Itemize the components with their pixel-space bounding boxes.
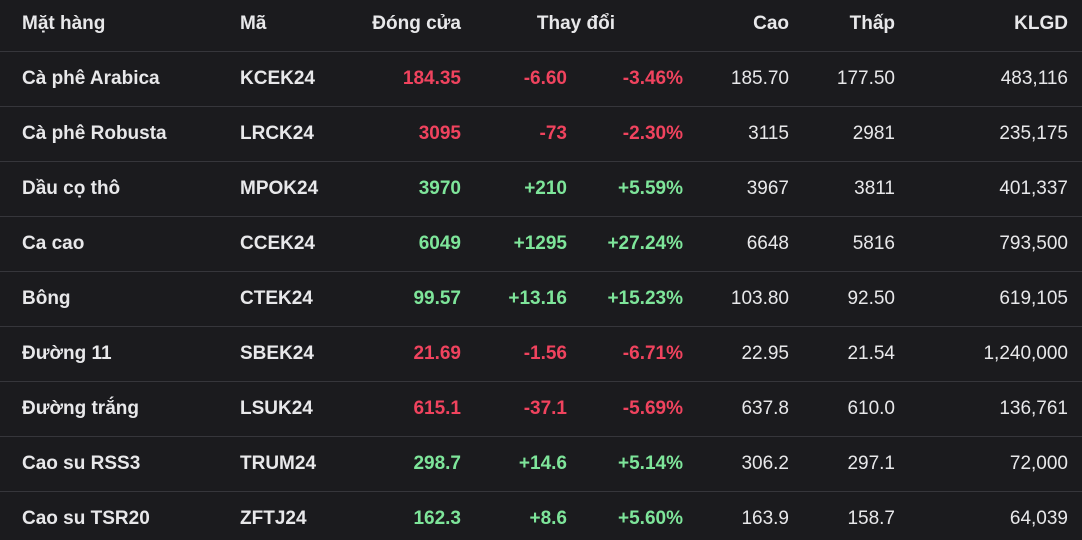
name-cell: Cà phê Robusta	[22, 123, 167, 144]
low-cell: 158.7	[847, 508, 895, 529]
low-cell: 3811	[854, 178, 895, 199]
name-cell: Đường 11	[22, 343, 112, 364]
change-pct-cell: -2.30%	[622, 123, 683, 144]
high-cell: 3115	[748, 123, 789, 144]
high-cell: 185.70	[730, 68, 789, 89]
change-cell: +1295	[513, 233, 567, 254]
column-header: Thấp	[849, 13, 895, 34]
column-header: Mặt hàng	[22, 13, 106, 34]
volume-cell: 235,175	[999, 123, 1068, 144]
name-cell: Ca cao	[22, 233, 85, 254]
high-cell: 3967	[746, 178, 789, 199]
volume-cell: 619,105	[999, 288, 1068, 309]
name-cell: Cà phê Arabica	[22, 68, 160, 89]
low-cell: 5816	[852, 233, 895, 254]
row-separator	[0, 216, 1082, 217]
change-pct-cell: -5.69%	[622, 398, 683, 419]
code-cell: MPOK24	[240, 178, 319, 199]
high-cell: 6648	[746, 233, 789, 254]
row-separator	[0, 271, 1082, 272]
change-pct-cell: -6.71%	[622, 343, 683, 364]
name-cell: Bông	[22, 288, 71, 309]
volume-cell: 1,240,000	[983, 343, 1068, 364]
low-cell: 297.1	[847, 453, 895, 474]
close-cell: 6049	[418, 233, 461, 254]
high-cell: 22.95	[741, 343, 789, 364]
close-cell: 184.35	[402, 68, 461, 89]
row-separator	[0, 436, 1082, 437]
change-cell: +210	[524, 178, 567, 199]
name-cell: Cao su TSR20	[22, 508, 150, 529]
change-cell: +14.6	[518, 453, 567, 474]
code-cell: LRCK24	[240, 123, 314, 144]
code-cell: SBEK24	[240, 343, 314, 364]
change-cell: +8.6	[529, 508, 567, 529]
change-pct-cell: -3.46%	[622, 68, 683, 89]
code-cell: ZFTJ24	[240, 508, 307, 529]
change-cell: +13.16	[508, 288, 567, 309]
close-cell: 3095	[418, 123, 461, 144]
close-cell: 615.1	[413, 398, 461, 419]
high-cell: 103.80	[730, 288, 789, 309]
column-header: Cao	[753, 13, 789, 34]
code-cell: CTEK24	[240, 288, 313, 309]
change-cell: -37.1	[523, 398, 567, 419]
volume-cell: 136,761	[999, 398, 1068, 419]
close-cell: 21.69	[413, 343, 461, 364]
close-cell: 99.57	[413, 288, 461, 309]
close-cell: 3970	[418, 178, 461, 199]
column-header: Đóng cửa	[372, 13, 461, 34]
high-cell: 163.9	[741, 508, 789, 529]
row-separator	[0, 106, 1082, 107]
change-cell: -1.56	[523, 343, 567, 364]
row-separator	[0, 326, 1082, 327]
code-cell: KCEK24	[240, 68, 315, 89]
low-cell: 2981	[852, 123, 895, 144]
volume-cell: 793,500	[999, 233, 1068, 254]
row-separator	[0, 51, 1082, 52]
name-cell: Dầu cọ thô	[22, 178, 121, 199]
volume-cell: 401,337	[999, 178, 1068, 199]
low-cell: 177.50	[836, 68, 895, 89]
column-header: Thay đổi	[536, 13, 615, 34]
close-cell: 298.7	[413, 453, 461, 474]
volume-cell: 483,116	[1000, 68, 1068, 89]
low-cell: 92.50	[847, 288, 895, 309]
code-cell: LSUK24	[240, 398, 313, 419]
name-cell: Đường trắng	[22, 398, 139, 419]
code-cell: TRUM24	[240, 453, 317, 474]
change-cell: -6.60	[523, 68, 567, 89]
low-cell: 21.54	[847, 343, 895, 364]
code-cell: CCEK24	[240, 233, 315, 254]
high-cell: 306.2	[741, 453, 789, 474]
column-header: Mã	[240, 13, 267, 34]
volume-cell: 72,000	[1009, 453, 1068, 474]
change-pct-cell: +15.23%	[607, 288, 683, 309]
volume-cell: 64,039	[1009, 508, 1068, 529]
change-cell: -73	[539, 123, 567, 144]
change-pct-cell: +5.59%	[618, 178, 683, 199]
change-pct-cell: +5.60%	[618, 508, 683, 529]
close-cell: 162.3	[413, 508, 461, 529]
low-cell: 610.0	[847, 398, 895, 419]
column-header: KLGD	[1014, 13, 1068, 34]
high-cell: 637.8	[741, 398, 789, 419]
row-separator	[0, 161, 1082, 162]
change-pct-cell: +5.14%	[618, 453, 683, 474]
row-separator	[0, 491, 1082, 492]
name-cell: Cao su RSS3	[22, 453, 141, 474]
row-separator	[0, 381, 1082, 382]
change-pct-cell: +27.24%	[607, 233, 683, 254]
